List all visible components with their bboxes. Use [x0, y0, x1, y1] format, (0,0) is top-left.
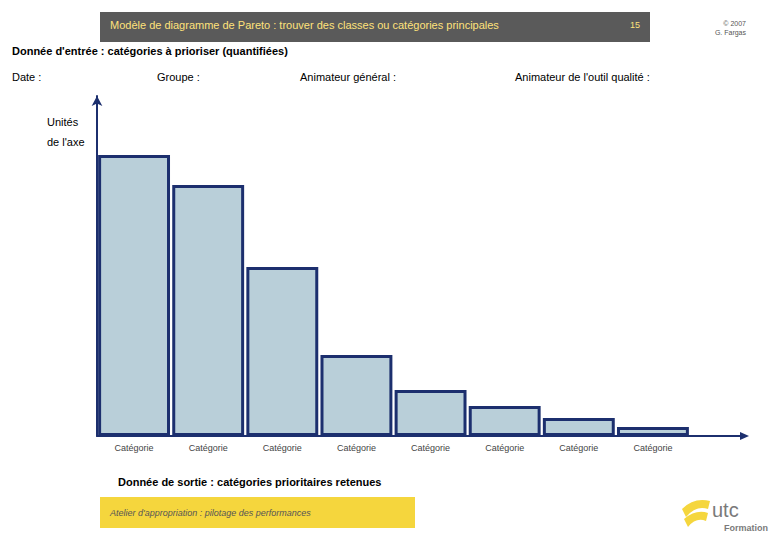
svg-text:Catégorie: Catégorie: [559, 443, 598, 453]
html-text:Groupe :: Groupe :: [157, 71, 200, 83]
html-text:Animateur de l'outil qualité :: Animateur de l'outil qualité :: [515, 71, 650, 83]
html-text:Modèle de diagramme de Pareto: Modèle de diagramme de Pareto : trouver …: [110, 19, 499, 31]
html-text:Atelier d'appropriation : pilo: Atelier d'appropriation : pilotage des p…: [110, 508, 311, 518]
svg-text:de l'axe: de l'axe: [47, 136, 85, 148]
svg-text:utc: utc: [712, 499, 739, 521]
html-text:Donnée d'entrée : catégories à: Donnée d'entrée : catégories à prioriser…: [12, 45, 288, 57]
svg-text:Formation: Formation: [724, 523, 768, 533]
svg-text:Catégorie: Catégorie: [263, 443, 302, 453]
html-text:Donnée de sortie : catégories: Donnée de sortie : catégories prioritair…: [118, 476, 382, 488]
svg-text:Catégorie: Catégorie: [189, 443, 228, 453]
svg-text:Catégorie: Catégorie: [633, 443, 672, 453]
svg-text:Catégorie: Catégorie: [115, 443, 154, 453]
html-text:15: 15: [630, 20, 640, 30]
html-text:G. Fargas: G. Fargas: [714, 29, 746, 36]
svg-text:Catégorie: Catégorie: [337, 443, 376, 453]
svg-text:Unités: Unités: [47, 116, 79, 128]
svg-text:Catégorie: Catégorie: [411, 443, 450, 453]
html-text:Animateur général :: Animateur général :: [300, 71, 396, 83]
html-text:Date :: Date :: [12, 71, 42, 83]
html-text:© 2007: © 2007: [723, 20, 746, 27]
svg-text:Catégorie: Catégorie: [485, 443, 524, 453]
